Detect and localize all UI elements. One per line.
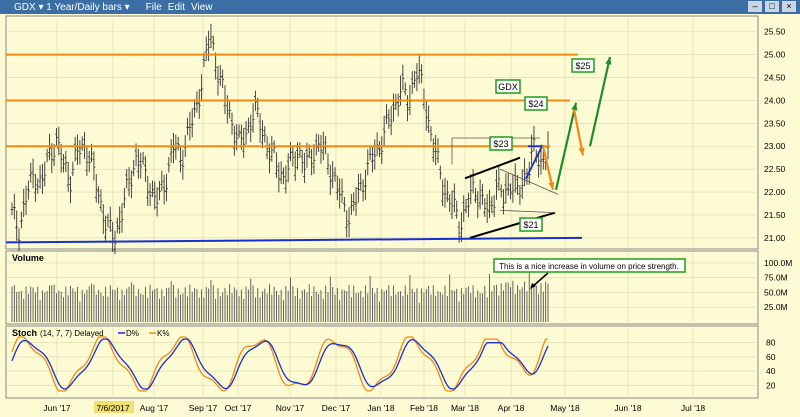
label-23-box xyxy=(489,136,513,151)
price-tick-label: 23.00 xyxy=(764,141,786,151)
x-tick-label: May '18 xyxy=(550,403,580,413)
volume-tick-label: 25.0M xyxy=(764,302,788,312)
x-tick-label: Oct '17 xyxy=(225,403,252,413)
volume-annotation-box xyxy=(493,258,686,273)
label-23: $23 xyxy=(493,139,508,149)
stoch-tick-label: 80 xyxy=(766,338,776,348)
price-axis: 25.50 25.00 24.50 24.00 23.50 23.00 22.50 22.00… xyxy=(764,27,786,243)
stoch-axis: 80 60 40 20 xyxy=(6,332,776,390)
annotation-arrow xyxy=(531,272,549,288)
menu-edit[interactable]: Edit xyxy=(167,1,186,13)
x-tick-label: 7/6/2017 xyxy=(96,403,129,413)
label-25: $25 xyxy=(575,61,590,71)
x-tick-label: Aug '17 xyxy=(140,403,169,413)
x-tick-label: Nov '17 xyxy=(276,403,305,413)
x-tick-label: Feb '18 xyxy=(410,403,438,413)
blue-arrow xyxy=(525,145,544,179)
price-tick-label: 24.50 xyxy=(764,73,786,83)
menu-file[interactable]: File xyxy=(145,1,162,13)
x-tick-label: Jan '18 xyxy=(367,403,394,413)
annotation-arrow-head xyxy=(530,283,536,289)
volume-tick-label: 75.0M xyxy=(764,273,788,283)
symbol-label: GDX xyxy=(498,82,518,92)
volume-tick-label: 100.0M xyxy=(764,258,792,268)
label-24-box xyxy=(524,96,548,111)
price-bars xyxy=(10,23,550,255)
price-tick-label: 24.00 xyxy=(764,95,786,105)
x-tick-label: Jun '18 xyxy=(614,403,641,413)
trend-overlays: GDX $25 $24 $23 $21 xyxy=(5,53,612,244)
orange-arrow-1 xyxy=(541,145,555,190)
price-grid xyxy=(6,18,758,396)
close-icon[interactable]: × xyxy=(782,1,796,12)
legend-d: D% xyxy=(126,329,139,338)
d-line xyxy=(11,338,549,390)
support-line xyxy=(5,236,583,244)
price-tick-label: 21.00 xyxy=(764,233,786,243)
orange-arrow-2-head xyxy=(578,147,585,156)
x-tick-label: Dec '17 xyxy=(322,403,351,413)
price-panel xyxy=(5,15,759,250)
x-tick-label: Sep '17 xyxy=(189,403,218,413)
symbol-label-box xyxy=(495,79,521,94)
channel-lower-line xyxy=(469,211,556,239)
label-24: $24 xyxy=(528,99,543,109)
title-bar: GDX ▾ 1 Year/Daily bars ▾ File Edit View… xyxy=(0,0,800,14)
green-arrow-1-head xyxy=(571,102,578,111)
wedge-line xyxy=(499,168,559,195)
volume-tick-label: 50.0M xyxy=(764,287,788,297)
x-tick-label: Apr '18 xyxy=(498,403,525,413)
orange-arrow-2 xyxy=(572,109,585,156)
x-tick-label: Mar '18 xyxy=(451,403,479,413)
label-21: $21 xyxy=(523,220,538,230)
channel-upper-line xyxy=(464,156,521,180)
orange-arrow-1-head xyxy=(548,181,555,190)
stoch-panel xyxy=(5,325,759,399)
price-tick-label: 25.00 xyxy=(764,50,786,60)
stoch-tick-label: 60 xyxy=(766,352,776,362)
volume-annotation: This is a nice increase in volume on pri… xyxy=(499,262,679,271)
stoch-params: (14, 7, 7) Delayed xyxy=(40,329,104,338)
volume-title: Volume xyxy=(12,253,44,263)
green-arrow-2-head xyxy=(605,56,612,65)
window-controls: – □ × xyxy=(748,1,796,12)
x-tick-label: Jul '18 xyxy=(681,403,706,413)
wedge-base-line xyxy=(499,209,556,214)
menu-view[interactable]: View xyxy=(191,1,213,13)
k-line xyxy=(11,336,548,392)
label-25-box xyxy=(571,58,595,73)
highlighted-date-box xyxy=(94,401,134,413)
price-tick-label: 22.00 xyxy=(764,187,786,197)
price-tick-label: 22.50 xyxy=(764,164,786,174)
volume-bars: This is a nice increase in volume on pri… xyxy=(11,258,686,322)
window-title[interactable]: GDX ▾ 1 Year/Daily bars ▾ xyxy=(14,1,130,13)
x-axis: Jun '17 7/6/2017 Aug '17 Sep '17 Oct '17 Nov … xyxy=(43,401,705,413)
green-arrow-1 xyxy=(554,102,578,190)
minimize-icon[interactable]: – xyxy=(748,1,762,12)
price-tick-label: 25.50 xyxy=(764,27,786,37)
maximize-icon[interactable]: □ xyxy=(765,1,779,12)
stoch-tick-label: 20 xyxy=(766,380,776,390)
price-tick-label: 21.50 xyxy=(764,210,786,220)
stoch-title: Stoch xyxy=(12,328,37,338)
x-tick-label: Jun '17 xyxy=(43,403,70,413)
stoch-tick-label: 40 xyxy=(766,366,776,376)
legend-k: K% xyxy=(157,329,169,338)
green-arrow-2 xyxy=(588,56,612,147)
stoch-lines xyxy=(11,336,549,392)
label-21-box xyxy=(519,217,543,232)
price-tick-label: 23.50 xyxy=(764,118,786,128)
